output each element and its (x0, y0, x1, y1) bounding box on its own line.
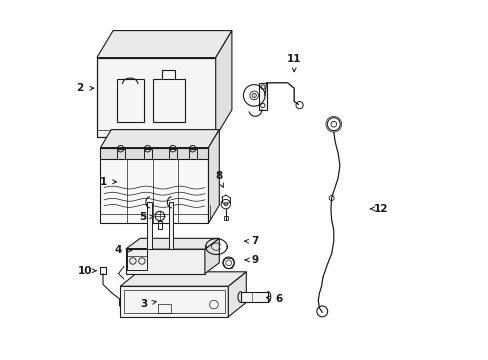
Polygon shape (125, 238, 219, 249)
Polygon shape (204, 238, 219, 274)
Polygon shape (208, 130, 219, 223)
Text: 5: 5 (139, 212, 146, 222)
Polygon shape (117, 130, 131, 137)
Bar (100, 267, 106, 274)
Bar (158, 221, 162, 229)
Bar (147, 202, 151, 249)
Text: 4: 4 (114, 245, 121, 255)
Polygon shape (196, 130, 210, 137)
Bar (158, 304, 171, 313)
Polygon shape (156, 130, 170, 137)
Text: 12: 12 (372, 204, 387, 214)
Text: 9: 9 (250, 255, 258, 265)
Circle shape (251, 93, 256, 98)
Text: 2: 2 (76, 83, 83, 93)
Bar (117, 79, 143, 122)
Polygon shape (97, 31, 231, 58)
Polygon shape (228, 272, 246, 317)
Bar (168, 149, 177, 159)
Text: 8: 8 (215, 171, 222, 181)
Text: 3: 3 (141, 299, 148, 309)
Bar (223, 216, 227, 220)
Bar (127, 248, 147, 270)
Bar (168, 202, 173, 249)
Bar (123, 290, 224, 313)
Polygon shape (136, 130, 151, 137)
Polygon shape (120, 272, 246, 286)
Bar (152, 79, 185, 122)
Polygon shape (125, 249, 204, 274)
Text: 1: 1 (100, 177, 107, 187)
Polygon shape (101, 148, 208, 159)
Bar (188, 149, 196, 159)
Bar (241, 292, 267, 302)
Text: 10: 10 (78, 266, 92, 276)
Text: 7: 7 (251, 236, 259, 246)
Polygon shape (97, 130, 111, 137)
Polygon shape (120, 286, 228, 317)
Polygon shape (176, 130, 190, 137)
Bar (117, 149, 124, 159)
Text: 6: 6 (275, 294, 282, 304)
Polygon shape (101, 130, 219, 148)
Bar (143, 149, 151, 159)
Polygon shape (215, 31, 231, 137)
Bar (258, 83, 266, 110)
Polygon shape (101, 148, 208, 223)
Polygon shape (97, 58, 215, 137)
Text: 11: 11 (286, 54, 301, 64)
